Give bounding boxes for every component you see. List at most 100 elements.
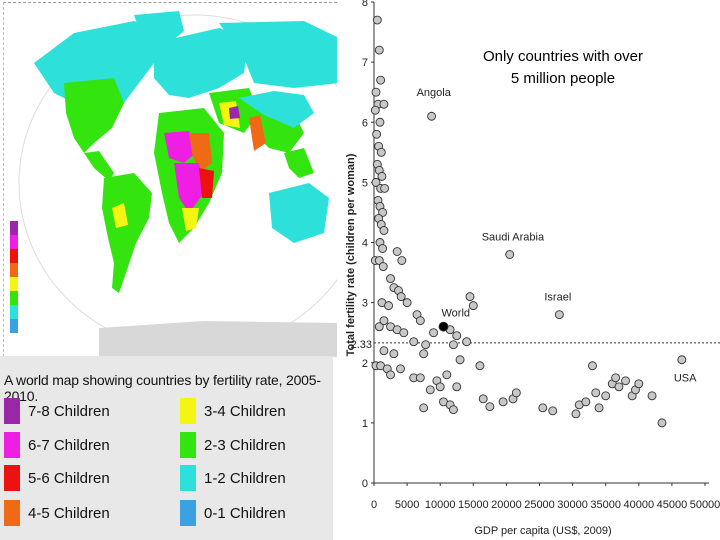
legend-item: 1-2 Children: [180, 465, 286, 491]
reference-line-group: 2.33: [351, 339, 720, 351]
y-tick-label: 4: [362, 238, 368, 250]
data-point: [384, 301, 394, 311]
scale-swatch-3: [10, 249, 18, 263]
data-point: [380, 183, 390, 193]
data-point: [601, 391, 611, 401]
data-point: [468, 301, 478, 311]
legend-swatch: [180, 398, 196, 424]
labeled-point: [505, 250, 515, 259]
scale-swatch-8: [10, 319, 18, 333]
data-point: [378, 262, 388, 271]
scale-swatch-1: [10, 221, 18, 235]
data-point: [376, 75, 386, 85]
data-point: [647, 391, 657, 401]
data-point: [376, 147, 386, 157]
data-point: [378, 244, 388, 253]
data-point: [611, 373, 621, 383]
legend-item: 2-3 Children: [180, 432, 286, 458]
x-tick-label: 35000: [590, 499, 621, 511]
point-label: Saudi Arabia: [482, 232, 545, 244]
data-point: [511, 388, 521, 398]
legend-label: 0-1 Children: [204, 504, 286, 522]
data-point: [448, 340, 458, 350]
scale-swatch-7: [10, 305, 18, 319]
data-point: [419, 403, 429, 413]
point-label: Israel: [544, 292, 571, 304]
data-point: [571, 409, 581, 419]
scale-swatch-4: [10, 263, 18, 277]
south-america: [102, 173, 152, 293]
legend-item: 0-1 Children: [180, 500, 286, 526]
chart-note: Only countries with over 5 million peopl…: [458, 46, 668, 90]
legend-item: 6-7 Children: [4, 432, 110, 458]
europe: [154, 28, 249, 98]
data-point: [379, 226, 389, 235]
north-america-south: [64, 78, 124, 153]
data-point: [396, 292, 406, 302]
data-point: [621, 376, 631, 386]
labeled-point: [438, 321, 449, 332]
data-point: [409, 337, 419, 347]
data-point: [371, 87, 381, 97]
scale-swatch-5: [10, 277, 18, 291]
legend-item: 3-4 Children: [180, 398, 286, 424]
data-point: [374, 322, 384, 332]
legend-label: 2-3 Children: [204, 436, 286, 454]
legend-label: 4-5 Children: [28, 504, 110, 522]
y-tick-label: 7: [362, 57, 368, 69]
legend-swatch: [180, 500, 196, 526]
africa-red: [199, 168, 214, 198]
data-point: [452, 382, 462, 392]
greenland: [134, 11, 184, 48]
data-point: [374, 45, 384, 55]
data-point: [588, 361, 597, 371]
data-point: [538, 403, 548, 413]
legend-item: 7-8 Children: [4, 398, 110, 424]
chart-note-line-2: 5 million people: [510, 70, 616, 87]
china: [239, 91, 314, 128]
data-point: [455, 355, 465, 365]
data-point: [386, 274, 395, 284]
data-point: [465, 292, 475, 302]
afghanistan: [229, 106, 240, 119]
data-point: [386, 370, 395, 380]
fertility-map-panel: A world map showing countries by fertili…: [0, 0, 343, 540]
world-map-graphic: [10, 11, 337, 357]
y-tick-label: 6: [362, 117, 368, 129]
data-point: [448, 405, 458, 415]
data-point: [475, 361, 485, 371]
legend-label: 1-2 Children: [204, 469, 286, 487]
russia: [219, 21, 337, 88]
data-point: [581, 397, 591, 407]
india-region: [249, 115, 266, 151]
data-point: [442, 370, 452, 380]
x-tick-label: 45000: [657, 499, 688, 511]
data-point: [421, 340, 431, 350]
data-point: [634, 379, 644, 389]
chart-axes: 0 1 2 3 4 5 6 7 8 0 5000 10000 15000 20000 25000 30000 3…: [362, 0, 720, 511]
data-point: [591, 388, 601, 398]
labeled-point: [677, 355, 687, 365]
antarctica: [99, 321, 337, 357]
y-tick-label: 2: [362, 358, 368, 370]
data-point: [425, 385, 435, 395]
map-legend: [0, 356, 333, 540]
data-point: [594, 403, 604, 413]
chart-note-line-1: Only countries with over: [482, 48, 644, 65]
data-point: [379, 316, 389, 326]
data-point: [415, 373, 425, 383]
legend-item: 4-5 Children: [4, 500, 110, 526]
x-tick-label: 15000: [458, 499, 489, 511]
data-point: [415, 316, 425, 326]
data-point: [478, 394, 488, 404]
x-tick-label: 25000: [524, 499, 555, 511]
point-label: USA: [674, 373, 697, 385]
legend-label: 5-6 Children: [28, 469, 110, 487]
data-point: [392, 247, 402, 256]
x-tick-label: 20000: [491, 499, 522, 511]
africa-east: [189, 133, 212, 173]
legend-swatch: [4, 432, 20, 458]
point-label: World: [442, 308, 471, 320]
data-point: [379, 99, 389, 109]
data-point: [374, 256, 384, 265]
